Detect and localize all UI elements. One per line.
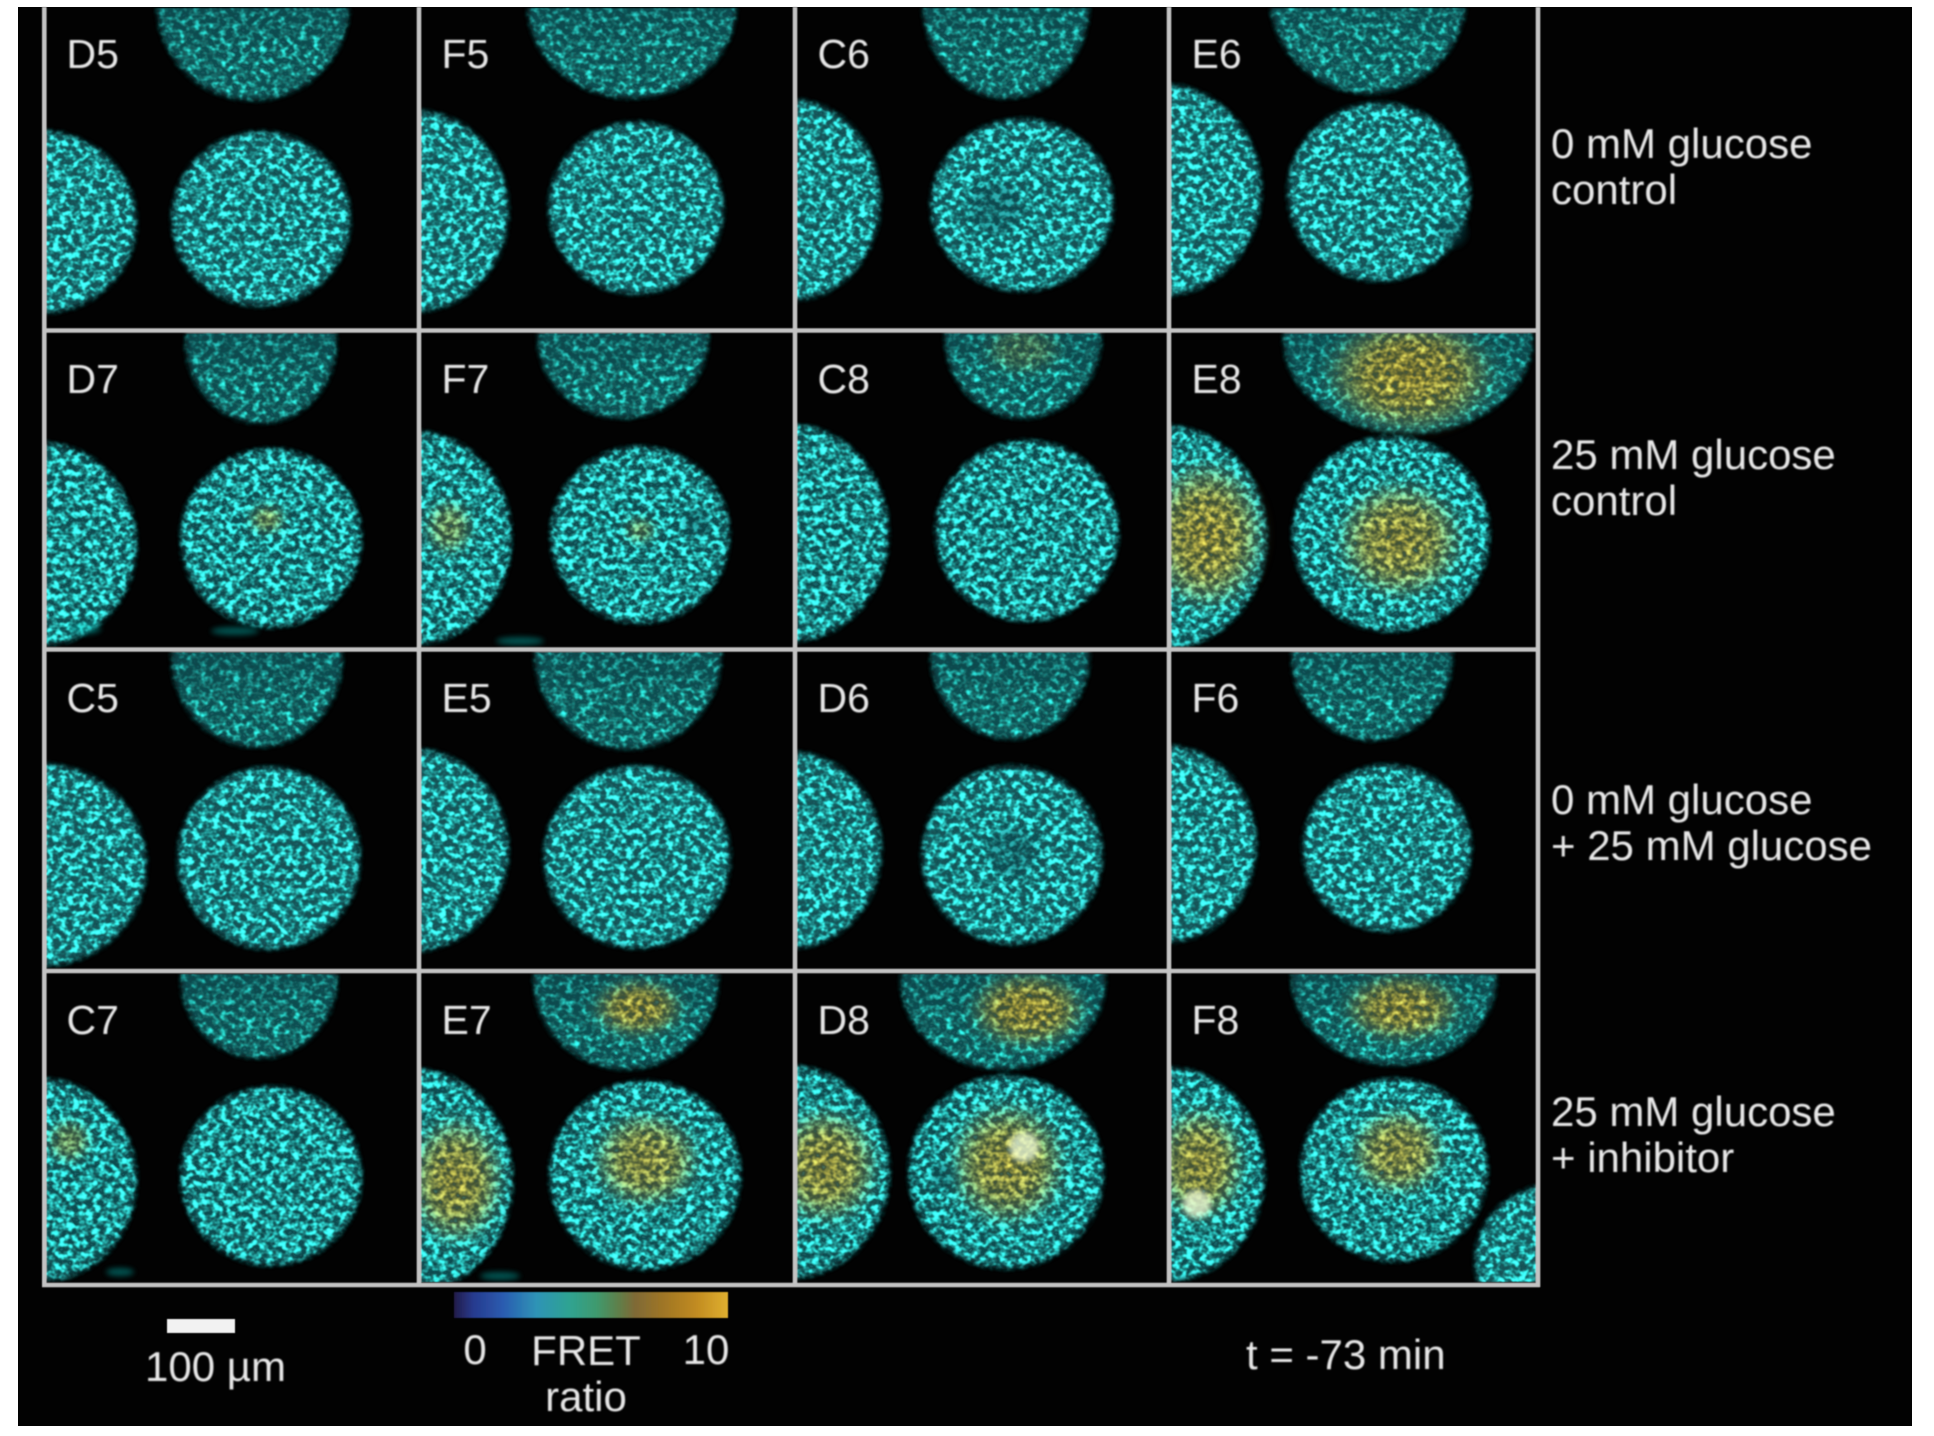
svg-text:E8: E8 xyxy=(1192,356,1242,402)
svg-text:C6: C6 xyxy=(818,31,870,77)
svg-text:F6: F6 xyxy=(1192,675,1240,721)
svg-text:FRET: FRET xyxy=(531,1327,641,1374)
svg-text:+ 25 mM glucose: + 25 mM glucose xyxy=(1551,822,1872,869)
svg-text:D6: D6 xyxy=(818,675,870,721)
svg-text:E6: E6 xyxy=(1192,31,1242,77)
svg-text:E5: E5 xyxy=(442,675,492,721)
svg-text:F8: F8 xyxy=(1192,997,1240,1043)
svg-text:25 mM glucose: 25 mM glucose xyxy=(1551,1088,1836,1135)
svg-text:C5: C5 xyxy=(67,675,119,721)
svg-text:F7: F7 xyxy=(442,356,490,402)
svg-text:D5: D5 xyxy=(67,31,119,77)
svg-text:control: control xyxy=(1551,477,1677,524)
svg-text:10: 10 xyxy=(683,1326,730,1373)
svg-text:D8: D8 xyxy=(818,997,870,1043)
svg-text:D7: D7 xyxy=(67,356,119,402)
svg-text:C7: C7 xyxy=(67,997,119,1043)
svg-text:F5: F5 xyxy=(442,31,490,77)
svg-text:25 mM glucose: 25 mM glucose xyxy=(1551,431,1836,478)
svg-text:t = -73 min: t = -73 min xyxy=(1246,1331,1446,1378)
svg-text:100 µm: 100 µm xyxy=(145,1343,286,1390)
svg-text:0 mM glucose: 0 mM glucose xyxy=(1551,776,1812,823)
svg-text:+ inhibitor: + inhibitor xyxy=(1551,1134,1734,1181)
svg-text:control: control xyxy=(1551,166,1677,213)
svg-text:0 mM glucose: 0 mM glucose xyxy=(1551,120,1812,167)
svg-text:C8: C8 xyxy=(818,356,870,402)
svg-text:E7: E7 xyxy=(442,997,492,1043)
svg-text:0: 0 xyxy=(463,1326,486,1373)
svg-text:ratio: ratio xyxy=(545,1373,627,1420)
